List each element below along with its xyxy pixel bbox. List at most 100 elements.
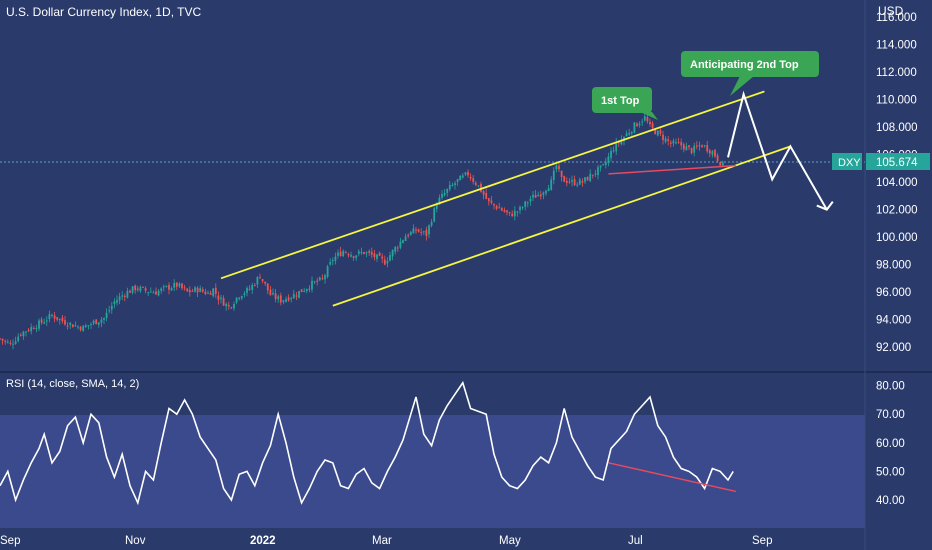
candle-body	[355, 255, 358, 258]
candle-body	[357, 251, 360, 254]
candle-body	[415, 229, 417, 231]
candle-body	[459, 175, 462, 181]
candle-body	[168, 285, 170, 290]
x-tick-label: May	[499, 535, 521, 547]
price-tick-label: 96.000	[876, 287, 911, 299]
candle-body	[693, 145, 696, 153]
candle-body	[721, 162, 724, 166]
candle-body	[116, 300, 118, 303]
candle-body	[446, 188, 449, 193]
candle-body	[404, 236, 407, 242]
channel-upper-line	[220, 90, 765, 280]
candle-body	[407, 234, 410, 237]
candle-body	[651, 123, 654, 128]
candle-body	[87, 325, 90, 327]
candle-body	[370, 251, 373, 255]
x-tick-label: Mar	[372, 535, 392, 547]
candle-body	[126, 290, 129, 298]
candle-body	[433, 208, 436, 222]
candle-body	[685, 146, 688, 151]
candle-body	[14, 341, 17, 344]
candle-body	[701, 145, 703, 148]
candle-body	[64, 320, 66, 325]
currency-label: USD	[878, 4, 904, 18]
price-tick-label: 92.000	[876, 342, 911, 354]
candle-body	[389, 255, 391, 261]
candle-body	[199, 288, 202, 292]
candle-body	[337, 252, 339, 256]
candle-body	[688, 145, 690, 148]
candle-body	[27, 330, 30, 332]
candle-body	[597, 167, 599, 176]
candle-body	[318, 277, 321, 281]
candle-body	[604, 162, 607, 166]
x-tick-label: Nov	[125, 535, 146, 547]
candle-body	[630, 131, 633, 134]
candle-body	[617, 142, 620, 144]
candle-body	[74, 325, 77, 327]
rsi-band	[0, 415, 865, 528]
candle-body	[532, 194, 534, 198]
candle-body	[1, 338, 4, 341]
price-tick-label: 112.000	[876, 67, 917, 79]
candle-body	[173, 282, 176, 288]
candle-body	[417, 229, 420, 232]
candle-body	[30, 327, 33, 332]
candle-body	[461, 175, 464, 178]
candle-body	[19, 334, 22, 336]
candle-body	[350, 255, 352, 257]
candle-body	[396, 247, 399, 249]
candle-body	[589, 173, 592, 182]
candle-body	[643, 116, 646, 121]
candle-body	[482, 191, 485, 195]
candle-body	[365, 252, 368, 254]
candle-body	[545, 190, 547, 194]
candle-body	[706, 145, 709, 152]
candle-body	[186, 288, 189, 292]
candle-body	[331, 260, 334, 262]
candle-body	[188, 289, 191, 293]
price-tick-label: 104.000	[876, 177, 918, 189]
symbol-badge	[832, 153, 862, 170]
candle-body	[402, 240, 404, 243]
candle-body	[157, 290, 160, 296]
candle-body	[183, 287, 186, 289]
candle-body	[542, 192, 545, 195]
candle-body	[4, 340, 7, 342]
rsi-divergence-line	[608, 462, 736, 493]
candle-body	[565, 180, 568, 184]
candle-body	[235, 297, 238, 303]
candle-body	[646, 117, 649, 122]
candle-body	[485, 193, 488, 199]
candle-body	[493, 203, 495, 206]
candle-body	[181, 283, 183, 289]
rsi-title: RSI (14, close, SMA, 14, 2)	[6, 378, 139, 390]
candle-body	[308, 288, 311, 290]
candle-body	[667, 139, 670, 142]
candle-body	[454, 183, 456, 186]
candle-body	[175, 282, 178, 287]
candle-body	[654, 129, 657, 135]
candle-body	[584, 177, 586, 182]
candle-body	[662, 134, 664, 140]
candle-body	[264, 281, 267, 284]
price-tick-label: 100.000	[876, 232, 918, 244]
candle-body	[22, 331, 25, 337]
candle-body	[555, 165, 558, 170]
candle-body	[316, 280, 319, 282]
candle-body	[287, 297, 290, 301]
candle-body	[103, 317, 105, 320]
candle-body	[25, 331, 27, 333]
chart-title: U.S. Dollar Currency Index, 1D, TVC	[6, 5, 202, 19]
candle-body	[534, 194, 537, 198]
candle-body	[383, 259, 386, 265]
candle-body	[123, 295, 126, 297]
candle-body	[524, 201, 527, 207]
candle-body	[155, 291, 157, 295]
candle-body	[220, 297, 222, 299]
candle-body	[303, 290, 306, 292]
candle-body	[170, 288, 173, 291]
candle-body	[526, 202, 529, 204]
price-tick-label: 114.000	[876, 40, 917, 52]
